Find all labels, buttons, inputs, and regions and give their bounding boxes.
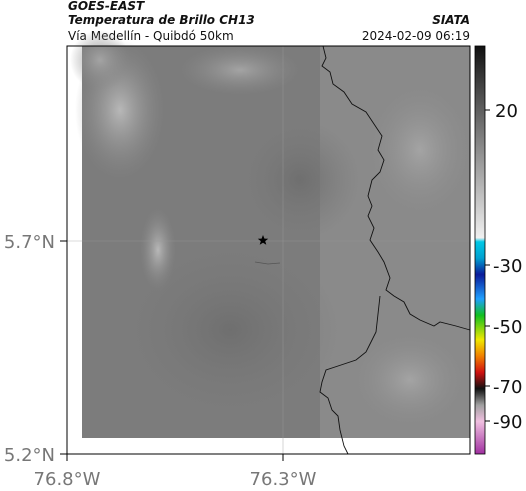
colorbar-tick: -90 bbox=[493, 412, 522, 433]
lon-label: 76.3°W bbox=[250, 469, 317, 490]
datetime-label: 2024-02-09 06:19 bbox=[361, 29, 470, 43]
department-border bbox=[319, 45, 471, 455]
colorbar-tick: -70 bbox=[493, 377, 522, 398]
lat-label: 5.2°N bbox=[4, 445, 55, 466]
satellite-image bbox=[70, 30, 475, 438]
lon-label: 76.8°W bbox=[34, 469, 101, 490]
colorbar-tick: 20 bbox=[495, 101, 518, 122]
star-icon bbox=[257, 235, 269, 245]
colorbar-tick: -50 bbox=[493, 317, 522, 338]
lat-label: 5.7°N bbox=[4, 232, 55, 253]
product-title: Temperatura de Brillo CH13 bbox=[68, 13, 255, 27]
agency-label: SIATA bbox=[432, 13, 470, 27]
colorbar-tick: -30 bbox=[493, 256, 522, 277]
satellite-title: GOES-EAST bbox=[68, 0, 145, 13]
gridlines bbox=[67, 46, 470, 454]
colorbar: 20 -30 -50 -70 -90 bbox=[474, 45, 522, 455]
